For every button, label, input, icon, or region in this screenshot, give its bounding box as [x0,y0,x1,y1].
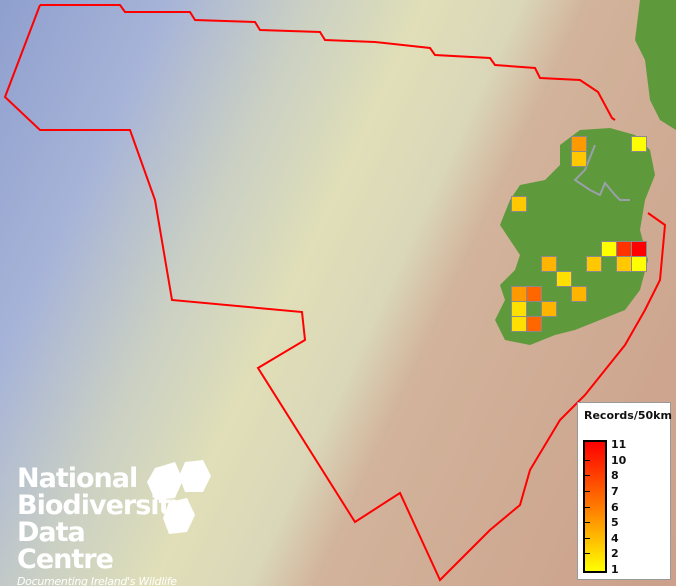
legend-label: 11 [611,438,627,451]
legend-tick [585,475,590,477]
legend-tick [585,506,590,508]
legend-label: 5 [611,516,619,530]
legend-title: Records/50km [584,409,672,422]
record-cell[interactable] [556,271,572,287]
eez-boundary-west [3,4,667,582]
logo-hexagons-icon [147,460,211,534]
record-cell[interactable] [511,196,527,212]
record-cell[interactable] [631,256,647,272]
record-cell[interactable] [511,316,527,332]
eez-boundary [40,4,616,121]
record-cell[interactable] [631,241,647,257]
record-cell[interactable] [616,256,632,272]
legend-tick [585,490,590,492]
record-cell[interactable] [541,256,557,272]
northern-ireland-landmass [635,0,676,130]
record-cell[interactable] [526,286,542,302]
legend-tick [585,537,590,539]
legend-label: 10 [611,453,627,467]
legend-label: 6 [611,500,619,514]
nbdc-logo: National Biodiversity Data Centre Docume… [17,460,211,586]
record-cell[interactable] [631,136,647,152]
legend: Records/50km 11 10 8 7 6 5 4 2 1 [577,402,672,580]
logo-tagline: Documenting Ireland's Wildlife [17,575,177,586]
record-cell[interactable] [511,286,527,302]
record-cell[interactable] [571,151,587,167]
record-cell[interactable] [511,301,527,317]
record-cell[interactable] [601,241,617,257]
legend-tick [585,553,590,555]
legend-color-bar [583,440,607,573]
legend-label: 8 [611,469,619,483]
legend-label: 2 [611,547,619,561]
record-cell[interactable] [586,256,602,272]
legend-label: 1 [611,563,619,576]
border-line [573,144,630,201]
legend-tick [585,459,590,461]
record-cell[interactable] [616,241,632,257]
legend-tick [585,522,590,524]
record-cell[interactable] [526,316,542,332]
record-cell[interactable] [541,301,557,317]
legend-label: 7 [611,484,619,498]
legend-label: 4 [611,531,619,545]
record-cell[interactable] [571,136,587,152]
record-cell[interactable] [571,286,587,302]
